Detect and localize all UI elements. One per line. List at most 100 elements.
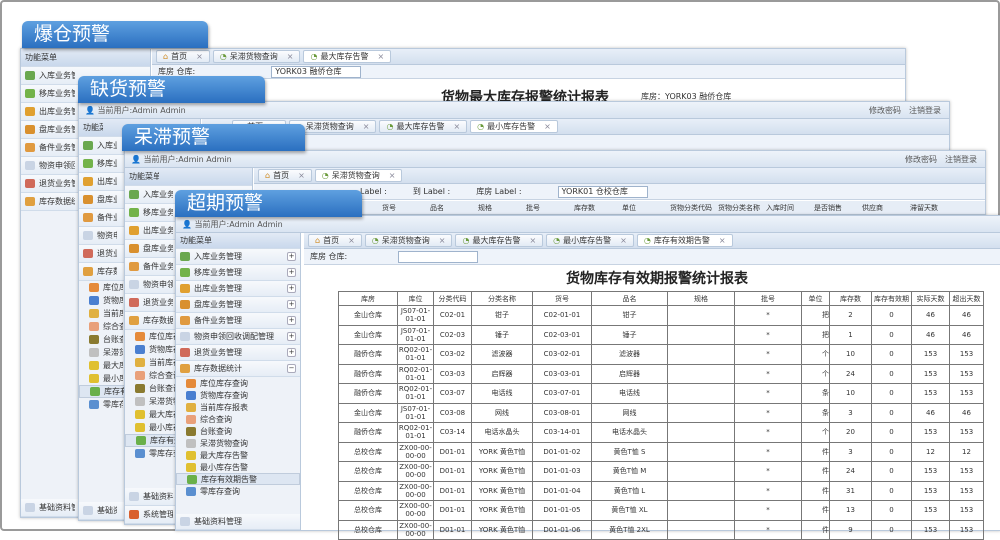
close-icon[interactable]: × xyxy=(718,236,726,245)
sidebar-subitem[interactable]: 呆滞货物查询 xyxy=(79,346,200,359)
table-cell: C03-07-01 xyxy=(532,383,592,404)
sidebar-item[interactable]: 物资申领回收调配管理 + xyxy=(176,329,300,345)
sidebar-subitem[interactable]: 台账查询 xyxy=(176,425,300,437)
sidebar-item[interactable]: 出库业务管理 + xyxy=(176,281,300,297)
sidebar-subitem[interactable]: 当前库存报表 xyxy=(125,356,252,369)
tab[interactable]: ◔呆滞货物查询 × xyxy=(212,50,301,63)
sidebar-subitem[interactable]: 最大库存告警 xyxy=(125,408,252,421)
warehouse-select[interactable]: YORK01 仓校仓库 xyxy=(557,185,648,198)
sidebar-item[interactable]: 备件业务管理 + xyxy=(176,313,300,329)
sidebar-subitem[interactable]: 综合查询 xyxy=(176,413,300,425)
tab-icon: ◔ xyxy=(219,52,227,61)
sidebar-item[interactable]: 退货业务管理 + xyxy=(176,345,300,361)
warehouse-select[interactable]: YORK03 融侨仓库 xyxy=(271,65,362,78)
close-icon[interactable]: × xyxy=(453,122,461,131)
expand-icon[interactable]: + xyxy=(287,268,296,277)
sidebar-subitem[interactable]: 最大库存告警 xyxy=(176,449,300,461)
expand-icon[interactable]: + xyxy=(287,332,296,341)
tab[interactable]: ⌂首页 × xyxy=(308,234,362,247)
sidebar-subitem[interactable]: 呆滞货物查询 xyxy=(125,395,252,408)
start-label: Label : xyxy=(360,187,387,196)
expand-icon[interactable]: + xyxy=(287,300,296,309)
close-icon[interactable]: × xyxy=(286,52,294,61)
table-cell: 12 xyxy=(911,441,950,462)
expand-icon[interactable]: − xyxy=(287,364,296,373)
sidebar-subitem[interactable]: 库位库存查询 xyxy=(125,330,252,343)
close-icon[interactable]: × xyxy=(438,236,446,245)
sidebar-item[interactable]: 入库业务管理 + xyxy=(176,249,300,265)
sidebar-subitem[interactable]: 当前库存报表 xyxy=(79,307,200,320)
tab-bar: ⌂ 首页 × ◔ 呆滞货物查询 × ◔ 最大库存告警 × xyxy=(152,49,905,65)
expand-icon[interactable]: + xyxy=(287,252,296,261)
sidebar-subitem-label: 最大库存告警 xyxy=(149,410,179,419)
menu-icon xyxy=(83,177,93,186)
sidebar-item[interactable]: 库存数据统计 − xyxy=(176,361,300,377)
column-header: 超出天数 xyxy=(949,291,984,306)
close-icon[interactable]: × xyxy=(348,236,355,245)
sidebar-subitem[interactable]: 零库存查询 xyxy=(176,485,300,497)
report-icon xyxy=(89,361,99,370)
tab[interactable]: ◔ 最小库存告警 × xyxy=(546,234,634,247)
change-password-button[interactable]: 修改密码 xyxy=(905,154,937,164)
expand-icon[interactable]: + xyxy=(287,284,296,293)
sidebar-subitem[interactable]: 最小库存告警 xyxy=(79,372,200,385)
sidebar-subitem[interactable]: 台账查询 xyxy=(125,382,252,395)
table-cell: YORK 黄色T恤 xyxy=(471,519,533,540)
sidebar-subitem[interactable]: 最小库存告警 xyxy=(176,461,300,473)
table-cell: 0 xyxy=(871,383,912,404)
sidebar-subitem[interactable]: 台账查询 xyxy=(79,333,200,346)
close-icon[interactable]: × xyxy=(377,52,385,61)
tab[interactable]: ⌂首页 × xyxy=(156,50,210,63)
change-password-button[interactable]: 修改密码 xyxy=(869,105,901,115)
logout-button[interactable]: 注销登录 xyxy=(945,154,977,164)
filter-bar xyxy=(202,135,949,151)
sidebar-subitem[interactable]: 货物库存查询 xyxy=(125,343,252,356)
table-cell: 总校仓库 xyxy=(338,500,398,521)
sidebar-subitem[interactable]: 货物库存查询 xyxy=(79,294,200,307)
table-cell: 0 xyxy=(871,480,912,501)
close-icon[interactable]: × xyxy=(388,171,396,180)
expand-icon[interactable]: + xyxy=(287,348,296,357)
close-icon[interactable]: × xyxy=(544,122,551,131)
table-cell: 总校仓库 xyxy=(338,519,398,540)
sidebar-item[interactable]: 盘库业务管理 + xyxy=(176,297,300,313)
banner-expiry: 超期预警 xyxy=(175,190,362,217)
column-header: 货号 xyxy=(532,291,592,306)
sidebar-subitem[interactable]: 货物库存查询 xyxy=(176,389,300,401)
column-header: 货物分类名称 xyxy=(718,204,760,212)
sidebar-subitem[interactable]: 最小库存告警 xyxy=(125,421,252,434)
table-cell: 153 xyxy=(949,363,984,384)
tab[interactable]: ◔呆滞货物查询 × xyxy=(364,234,453,247)
sidebar-subitem[interactable]: 最大库存告警 xyxy=(79,359,200,372)
close-icon[interactable]: × xyxy=(298,171,305,180)
close-icon[interactable]: × xyxy=(529,236,537,245)
sidebar-subitem[interactable]: 库存有效期告警 xyxy=(176,473,300,485)
tab[interactable]: ◔ 最小库存告警 × xyxy=(470,120,558,133)
table-cell: C03-02-01 xyxy=(532,344,592,365)
logout-button[interactable]: 注销登录 xyxy=(909,105,941,115)
close-icon[interactable]: × xyxy=(196,52,203,61)
sidebar-subitem[interactable]: 综合查询 xyxy=(79,320,200,333)
sidebar-subitem[interactable]: 当前库存报表 xyxy=(176,401,300,413)
sidebar-item[interactable]: 移库业务管理 + xyxy=(176,265,300,281)
sidebar-subitem[interactable]: 零库存查询 xyxy=(125,447,252,460)
sidebar-subitem[interactable]: 综合查询 xyxy=(125,369,252,382)
sidebar-subitem[interactable]: 零库存查询 xyxy=(79,398,200,411)
sidebar-subitem[interactable]: 库位库存查询 xyxy=(79,281,200,294)
expand-icon[interactable]: + xyxy=(287,316,296,325)
close-icon[interactable]: × xyxy=(362,122,370,131)
tab[interactable]: ◔ 最大库存告警 × xyxy=(379,120,468,133)
warehouse-select[interactable] xyxy=(398,250,479,263)
end-label: 到 Label : xyxy=(412,187,451,196)
tab[interactable]: ◔呆滞货物查询 × xyxy=(314,169,403,182)
table-cell: 24 xyxy=(829,363,872,384)
table-cell: 钳子 xyxy=(591,305,668,326)
sidebar-item-basic-data[interactable]: 基础资料管理 xyxy=(176,514,300,530)
tab[interactable]: ◔ 最大库存告警 × xyxy=(303,50,392,63)
tab[interactable]: ⌂首页 × xyxy=(258,169,312,182)
tab[interactable]: ◔ 库存有效期告警 × xyxy=(636,234,733,247)
tab[interactable]: ◔ 最大库存告警 × xyxy=(455,234,544,247)
sidebar-subitem[interactable]: 库位库存查询 xyxy=(176,377,300,389)
sidebar-subitem[interactable]: 呆滞货物查询 xyxy=(176,437,300,449)
close-icon[interactable]: × xyxy=(620,236,627,245)
